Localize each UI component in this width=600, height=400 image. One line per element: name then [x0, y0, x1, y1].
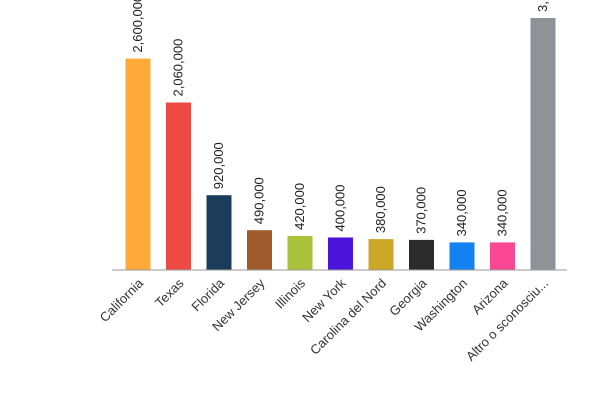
bars-group — [125, 18, 556, 270]
value-label-2: 920,000 — [211, 142, 226, 189]
value-label-0: 2,600,000 — [130, 0, 145, 53]
bar-10 — [530, 18, 556, 270]
bar-1 — [166, 102, 191, 270]
category-label-2: Florida — [188, 275, 227, 314]
value-label-8: 340,000 — [454, 189, 469, 236]
category-label-6: Carolina del Nord — [307, 276, 389, 358]
value-label-7: 370,000 — [414, 187, 429, 234]
value-label-5: 400,000 — [333, 185, 348, 232]
bar-4 — [287, 235, 313, 270]
bar-8 — [449, 242, 475, 270]
category-label-0: California — [97, 275, 147, 325]
value-label-3: 490,000 — [252, 177, 267, 224]
bar-9 — [490, 242, 515, 270]
value-labels-group: 2,600,000 2,060,000 920,000 490,000 420,000 4… — [130, 0, 550, 236]
value-label-9: 340,000 — [495, 189, 510, 236]
category-label-1: Texas — [152, 275, 187, 310]
bar-0 — [125, 58, 151, 270]
bar-2 — [206, 195, 232, 270]
value-label-10: 3, — [535, 1, 550, 12]
category-label-4: Illinois — [272, 275, 309, 312]
value-label-1: 2,060,000 — [171, 39, 186, 97]
bar-7 — [409, 239, 434, 270]
bar-5 — [328, 237, 353, 270]
bar-3 — [247, 230, 272, 270]
value-label-6: 380,000 — [373, 186, 388, 233]
value-label-4: 420,000 — [292, 183, 307, 230]
bar-6 — [368, 239, 394, 270]
